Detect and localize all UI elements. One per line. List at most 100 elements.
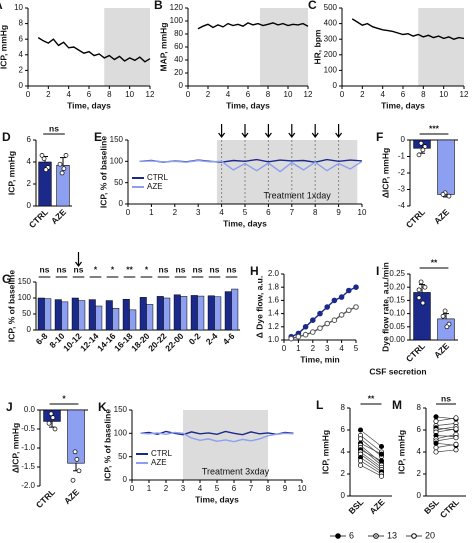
y-tick-label: 0.20	[389, 282, 405, 291]
data-point	[433, 449, 439, 455]
x-tick-label: 2	[46, 90, 51, 99]
y-tick-label: 10	[14, 3, 23, 12]
y-tick-label: 0.05	[389, 322, 405, 331]
data-point	[422, 144, 428, 149]
data-line	[140, 431, 294, 443]
pair-line	[360, 460, 382, 475]
legend-label: 20	[425, 530, 435, 540]
data-point	[61, 166, 67, 171]
y-tick-label: 0	[417, 491, 422, 500]
category-label: 18-20	[129, 331, 152, 354]
x-tick-label: 12	[304, 90, 313, 99]
data-point	[63, 153, 69, 158]
significance-label: *	[62, 393, 66, 403]
significance-label: *	[94, 264, 98, 274]
shaded-period	[183, 410, 268, 480]
y-tick-label: 0.00	[389, 335, 405, 344]
x-axis-label: Time, days	[226, 100, 270, 110]
pair-line	[360, 449, 382, 462]
pair-line	[435, 426, 457, 431]
y-axis-label: ICP, mmHg	[0, 25, 8, 69]
annotation: CSF secretion	[369, 366, 426, 376]
x-tick-label: 4	[66, 90, 71, 99]
significance-label: **	[431, 257, 438, 267]
category-label: 20-22	[146, 331, 169, 354]
bar	[88, 299, 96, 331]
x-tick-label: 2	[311, 344, 316, 353]
pair-line	[360, 447, 382, 466]
data-point	[46, 420, 52, 426]
y-tick-label: 2	[19, 66, 24, 75]
y-tick-label: 200	[324, 50, 338, 59]
bar	[437, 318, 455, 341]
panel-letter: G	[2, 272, 11, 286]
x-tick-label: 2	[173, 208, 178, 217]
data-line	[197, 22, 309, 30]
dose-arrow	[288, 124, 296, 138]
x-tick-label: 6	[232, 484, 237, 493]
y-tick-label: 60	[174, 42, 183, 51]
y-tick-label: 400	[324, 19, 338, 28]
pair-line	[435, 423, 457, 426]
y-tick-label: 0	[27, 325, 32, 334]
y-tick-label: 6	[27, 135, 32, 144]
data-line	[140, 430, 294, 436]
y-axis-label: ICP, mmHg	[396, 430, 406, 474]
data-point	[453, 426, 459, 432]
category-label: 0-2	[187, 331, 203, 347]
y-tick-label: 0	[333, 81, 338, 90]
y-tick-label: 20	[174, 68, 183, 77]
x-tick-label: 1	[147, 484, 152, 493]
significance-label: *	[145, 264, 149, 274]
data-point	[378, 443, 385, 450]
category-label: AZE	[432, 341, 451, 360]
y-tick-label: 0	[123, 475, 128, 484]
significance-label: ns	[176, 264, 186, 274]
legend-marker	[411, 533, 417, 539]
annotation: Treatment 1xday	[264, 190, 332, 200]
pair-line	[435, 437, 457, 442]
x-tick-label: 2	[206, 90, 211, 99]
bar	[67, 409, 85, 464]
x-tick-label: 0	[26, 90, 31, 99]
category-label: BSL	[346, 497, 365, 516]
data-point	[52, 426, 58, 432]
y-tick-label: 0.10	[389, 309, 405, 318]
data-point	[378, 451, 385, 457]
bar	[197, 295, 205, 331]
data-point	[288, 335, 295, 342]
category-label: 16-18	[112, 331, 135, 354]
bar	[122, 299, 130, 331]
data-line	[351, 18, 465, 40]
x-tick-label: 0	[340, 90, 345, 99]
panel-letter: F	[376, 130, 383, 144]
data-point	[59, 170, 65, 176]
y-tick-label: 4	[341, 447, 346, 456]
data-point	[433, 418, 439, 424]
y-tick-label: 6	[19, 34, 24, 43]
legend-label: AZE	[151, 458, 167, 467]
panel-letter: I	[376, 264, 379, 278]
y-tick-label: 100	[170, 16, 184, 25]
panel-letter: H	[250, 264, 259, 278]
y-axis-label: MAP, mmHg	[158, 23, 168, 72]
bar	[54, 299, 62, 331]
dose-arrow	[264, 124, 272, 138]
y-tick-label: 1.2	[268, 322, 280, 331]
y-tick-label: -1	[398, 152, 406, 161]
data-point	[453, 441, 459, 447]
category-label: 2-4	[204, 331, 220, 347]
shaded-period	[418, 8, 464, 86]
pair-line	[435, 428, 457, 433]
y-axis-label: ICP, mmHg	[320, 430, 330, 474]
y-tick-label: 2	[417, 469, 422, 478]
y-tick-label: 4	[19, 50, 24, 59]
y-tick-label: 100	[114, 428, 128, 437]
bar	[214, 296, 222, 331]
significance-label: ns	[40, 264, 50, 274]
y-tick-label: -1.0	[21, 443, 35, 452]
significance-label: ns	[210, 264, 220, 274]
y-tick-label: 2.0	[268, 269, 280, 278]
x-tick-label: 4	[219, 208, 224, 217]
data-point	[442, 308, 448, 314]
